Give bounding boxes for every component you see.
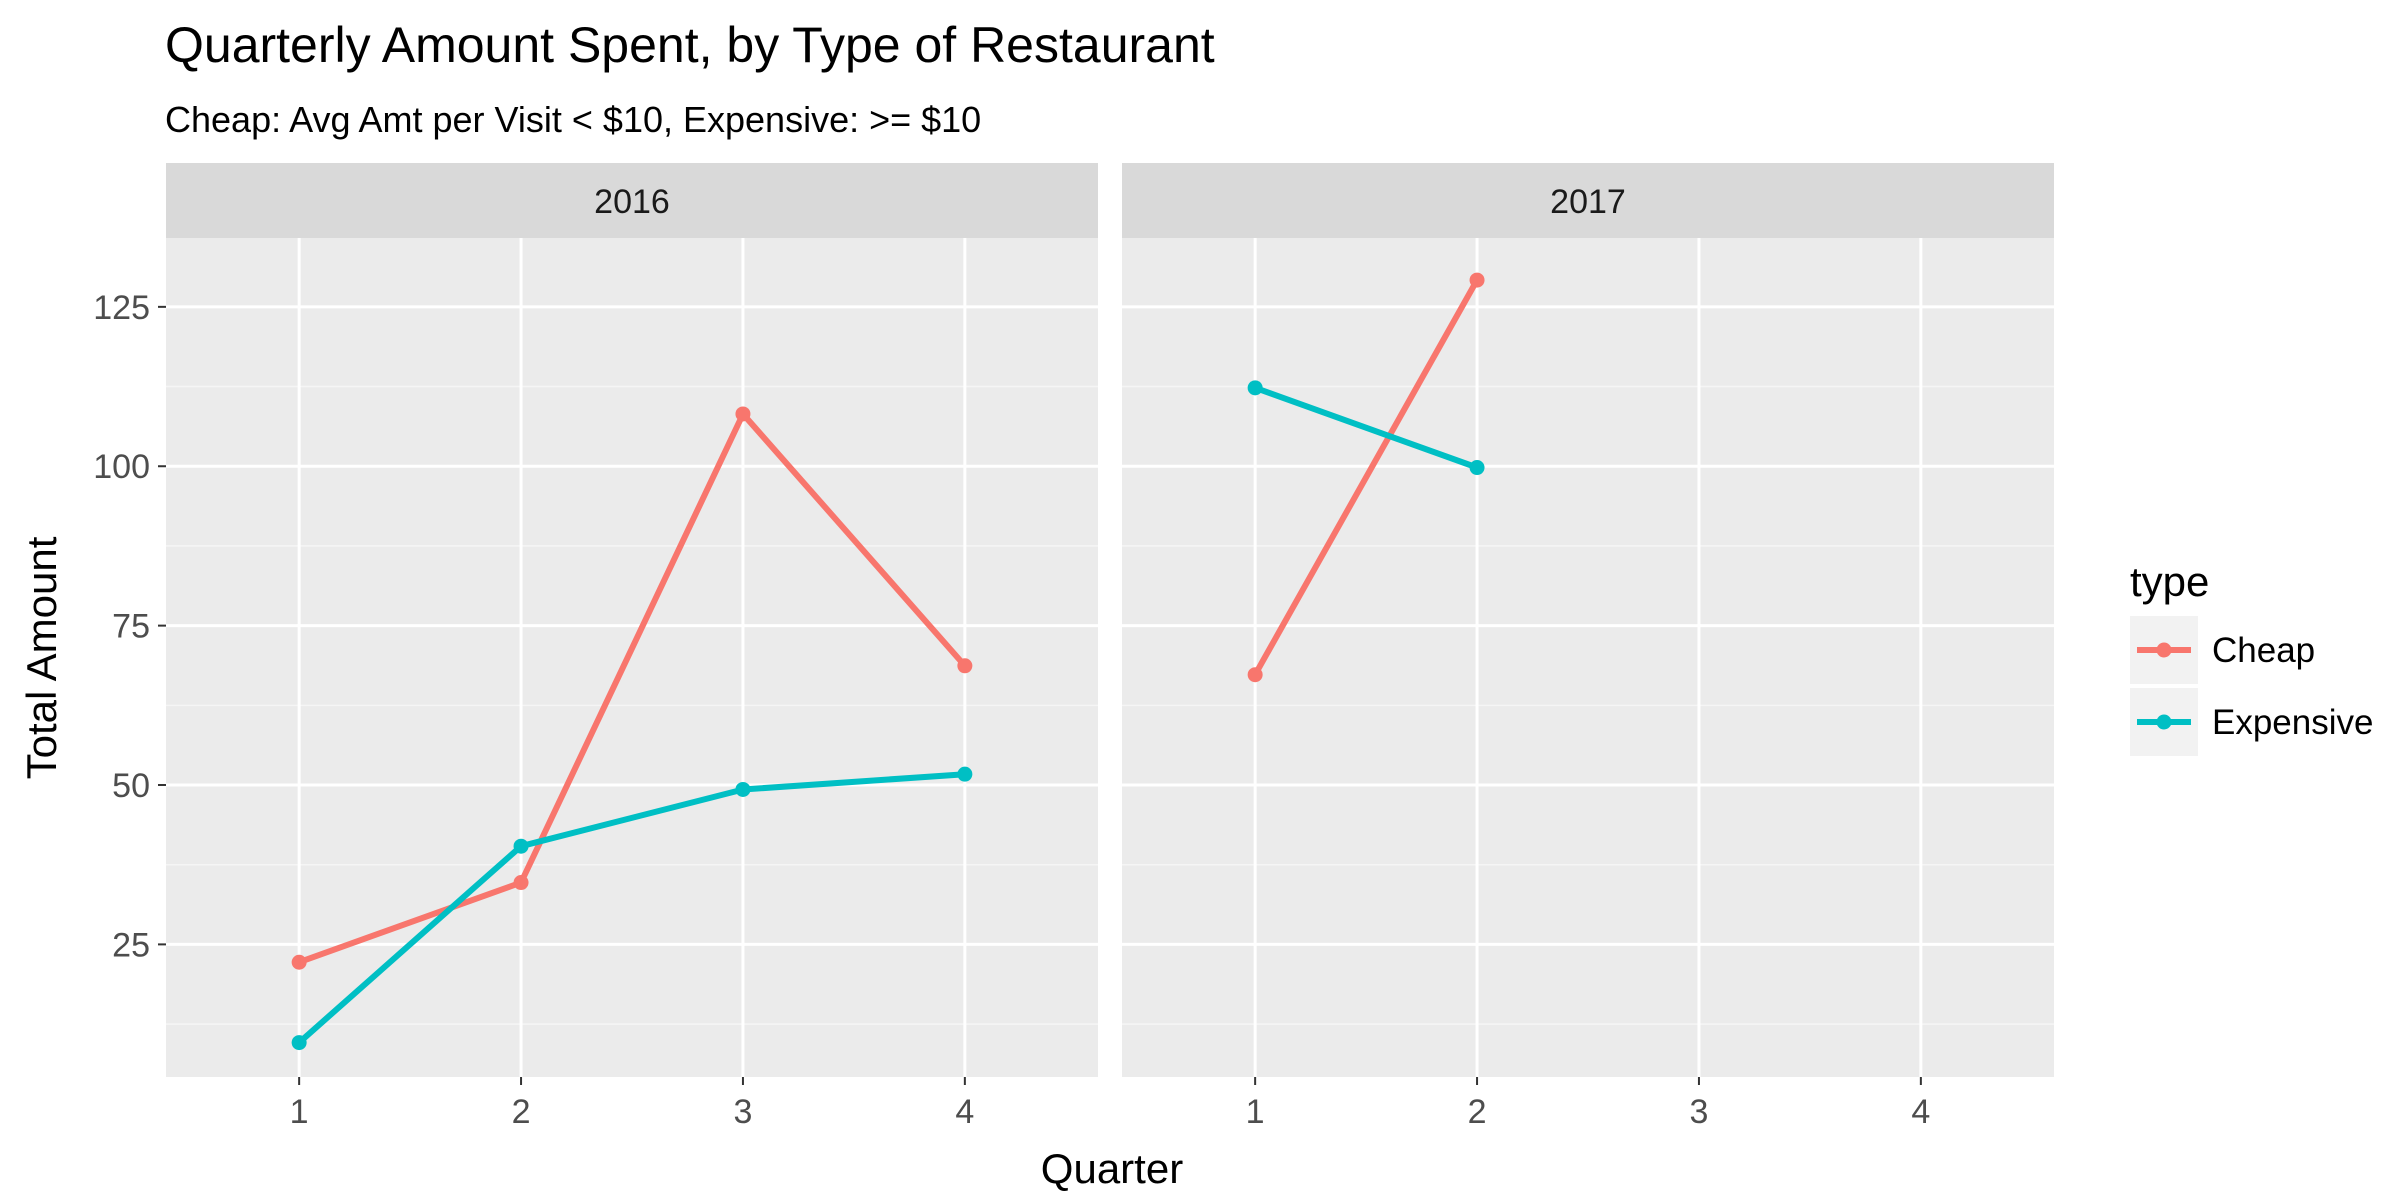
series-line-expensive [297, 771, 966, 1045]
y-axis: 25 50 75 100 125 [93, 289, 166, 964]
data-point-cheap [1469, 272, 1485, 288]
panel-2017: 2017 1 2 3 4 [1122, 163, 2054, 1131]
data-point-expensive [1469, 460, 1485, 476]
data-point-expensive [291, 1035, 307, 1051]
legend-key-point [2156, 642, 2172, 658]
panel-background [1122, 238, 2054, 1077]
data-point-expensive [735, 781, 751, 797]
x-tick-label: 1 [1246, 1093, 1265, 1131]
chart-title: Quarterly Amount Spent, by Type of Resta… [165, 17, 1215, 73]
x-tick-label: 3 [1689, 1093, 1708, 1131]
legend-label: Expensive [2212, 703, 2373, 742]
series-line-cheap [298, 411, 968, 966]
legend-key-point [2156, 714, 2172, 730]
data-point-cheap [1247, 667, 1263, 683]
facet-strip-label: 2016 [594, 183, 670, 221]
x-tick-label: 2 [1468, 1093, 1487, 1131]
y-tick-label: 125 [93, 289, 150, 327]
series-line-expensive [1254, 384, 1479, 471]
y-tick-label: 75 [112, 608, 150, 646]
facet-panels: 2016 1 2 3 4 2017 1 2 3 4 [166, 163, 2054, 1131]
data-point-cheap [735, 406, 751, 422]
legend-entry-expensive: Expensive [2130, 688, 2373, 756]
x-tick-label: 1 [290, 1093, 309, 1131]
series-line-cheap [1252, 278, 1480, 677]
data-point-cheap [291, 954, 307, 970]
y-tick-label: 100 [93, 448, 150, 486]
y-axis-title: Total Amount [18, 536, 65, 779]
chart-subtitle: Cheap: Avg Amt per Visit < $10, Expensiv… [165, 99, 981, 140]
x-axis-title: Quarter [1041, 1145, 1183, 1192]
panel-background [166, 238, 1098, 1077]
data-point-cheap [957, 658, 973, 674]
y-tick-label: 25 [112, 926, 150, 964]
legend-label: Cheap [2212, 631, 2315, 670]
facet-strip [166, 163, 1098, 238]
facet-strip-label: 2017 [1550, 183, 1626, 221]
panel-2016: 2016 1 2 3 4 [166, 163, 1098, 1131]
legend-title: type [2130, 558, 2209, 605]
x-tick-label: 2 [512, 1093, 531, 1131]
x-tick-label: 4 [1911, 1093, 1930, 1131]
data-point-expensive [513, 838, 529, 854]
data-point-cheap [513, 875, 529, 891]
data-point-expensive [957, 766, 973, 782]
x-tick-label: 3 [733, 1093, 752, 1131]
legend: type Cheap Expensive [2130, 558, 2373, 756]
data-point-expensive [1247, 380, 1263, 396]
y-tick-label: 50 [112, 767, 150, 805]
legend-entry-cheap: Cheap [2130, 616, 2315, 684]
x-tick-label: 4 [955, 1093, 974, 1131]
facet-strip [1122, 163, 2054, 238]
